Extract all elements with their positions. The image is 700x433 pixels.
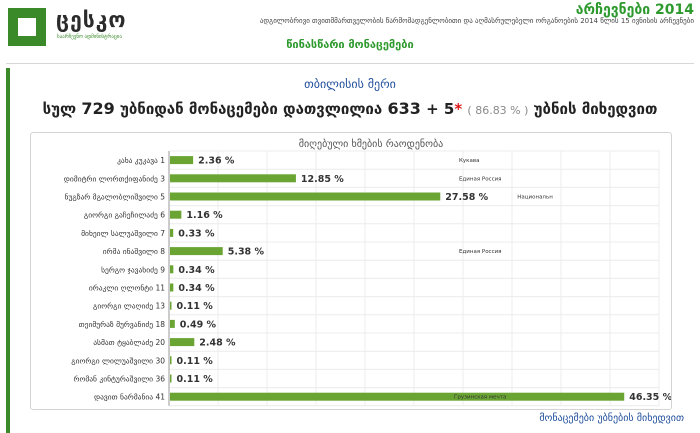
value-label: 0.49 %: [180, 319, 217, 330]
brand-tagline: საარჩევნო ადმინისტრაცია: [57, 34, 122, 40]
bars: [170, 156, 625, 401]
header-divider: [6, 63, 694, 64]
annotation: Грузинская мечта: [454, 395, 506, 401]
tally-received-label: უბნიდან მონაცემები დათვლილია: [119, 100, 383, 118]
bar: [170, 374, 172, 383]
logo-mark: [8, 8, 46, 46]
elections-title: არჩევნები 2014: [575, 2, 694, 18]
precinct-data-link[interactable]: მონაცემები უბნების მიხედვით: [539, 413, 684, 424]
bar: [170, 265, 174, 274]
category-label: დავით ნარმანია 41: [94, 393, 165, 402]
bar: [170, 301, 172, 310]
bar: [170, 319, 175, 328]
value-label: 0.11 %: [177, 301, 214, 312]
value-label: 46.35 %: [629, 392, 671, 403]
chart-title: მიღებული ხმების რაოდენობა: [299, 138, 444, 150]
value-label: 2.36 %: [198, 156, 235, 167]
value-label: 0.11 %: [177, 374, 214, 385]
value-label: 0.34 %: [178, 283, 215, 294]
bar: [170, 210, 182, 219]
bar: [170, 174, 296, 183]
tally-extra: + 5: [426, 100, 455, 118]
bar: [170, 192, 441, 201]
chart-panel: მიღებული ხმების რაოდენობა კახა კუკავა 1 დ…: [30, 132, 673, 410]
annotation: Единая Россия: [459, 249, 502, 255]
annotation: Национальн: [517, 195, 553, 201]
bar: [170, 247, 223, 256]
category-label: გიორგი ლაღიძე 13: [93, 302, 165, 311]
value-label: 27.58 %: [445, 192, 488, 203]
tally-total: 729: [81, 99, 115, 118]
tally-suffix: უბნის მიხედვით: [533, 100, 658, 118]
value-label: 2.48 %: [199, 338, 236, 349]
bar: [170, 156, 194, 165]
category-label: კახა კუკავა 1: [117, 156, 165, 165]
category-label: ნუგზარ მგალობლიშვილი 5: [65, 193, 166, 202]
category-label: რომან კინტურაშვილი 36: [73, 375, 165, 384]
category-label: გიორგი გაჩეჩილაძე 6: [84, 211, 165, 220]
race-title: თბილისის მერი: [304, 77, 396, 91]
category-label: გიორგი ლილუაშვილი 30: [71, 356, 165, 365]
bar: [170, 338, 195, 347]
vote-share-chart: მიღებული ხმების რაოდენობა კახა კუკავა 1 დ…: [64, 138, 673, 407]
category-label: დიმიტრი ლორთქიფანიძე 3: [64, 174, 165, 183]
category-label: ირაკლი ღლონტი 11: [89, 284, 165, 293]
bar: [170, 356, 172, 365]
category-labels: კახა კუკავა 1 დიმიტრი ლორთქიფანიძე 3 ნუგზა…: [64, 156, 165, 402]
category-label: სერგო ჯავახიძე 9: [101, 265, 165, 274]
value-label: 12.85 %: [301, 174, 344, 185]
value-label: 5.38 %: [228, 247, 265, 258]
category-label: მიხეილ სალუაშვილი 7: [81, 229, 165, 238]
elections-headline: ადგილობრივი თვითმმართველობის წარმომადგენ…: [259, 17, 694, 25]
bar: [170, 228, 174, 237]
category-label: თეიმურაზ მურვანიძე 18: [79, 320, 166, 329]
category-label: ასმათ ტყაბლაძე 20: [93, 338, 165, 347]
tally-percent: ( 86.83 % ): [467, 104, 529, 117]
category-label: ირმა ინაშვილი 8: [103, 247, 165, 256]
chart-grid: [168, 150, 660, 407]
tally-received: 633: [387, 99, 421, 118]
value-label: 0.34 %: [178, 265, 215, 276]
annotations: Кукава Единая Россия Национальн Единая Росс…: [454, 158, 553, 401]
value-label: 0.11 %: [177, 356, 214, 367]
value-label: 0.33 %: [178, 228, 215, 239]
annotation: Единая Россия: [459, 176, 502, 182]
tally-total-label: სულ: [42, 100, 77, 118]
left-accent-rule: [6, 68, 10, 433]
bar: [170, 392, 625, 401]
bar: [170, 283, 174, 292]
annotation: Кукава: [459, 158, 479, 164]
tally-asterisk: *: [454, 100, 463, 118]
value-labels: 2.36 % 12.85 % 27.58 % 1.16 % 0.33 % 5.38 % 0.…: [177, 156, 673, 404]
precinct-tally: სულ 729 უბნიდან მონაცემები დათვლილია 633…: [0, 99, 700, 118]
preliminary-label: წინასწარი მონაცემები: [286, 38, 414, 51]
brand-name: ცესკო: [56, 8, 127, 32]
value-label: 1.16 %: [186, 210, 223, 221]
